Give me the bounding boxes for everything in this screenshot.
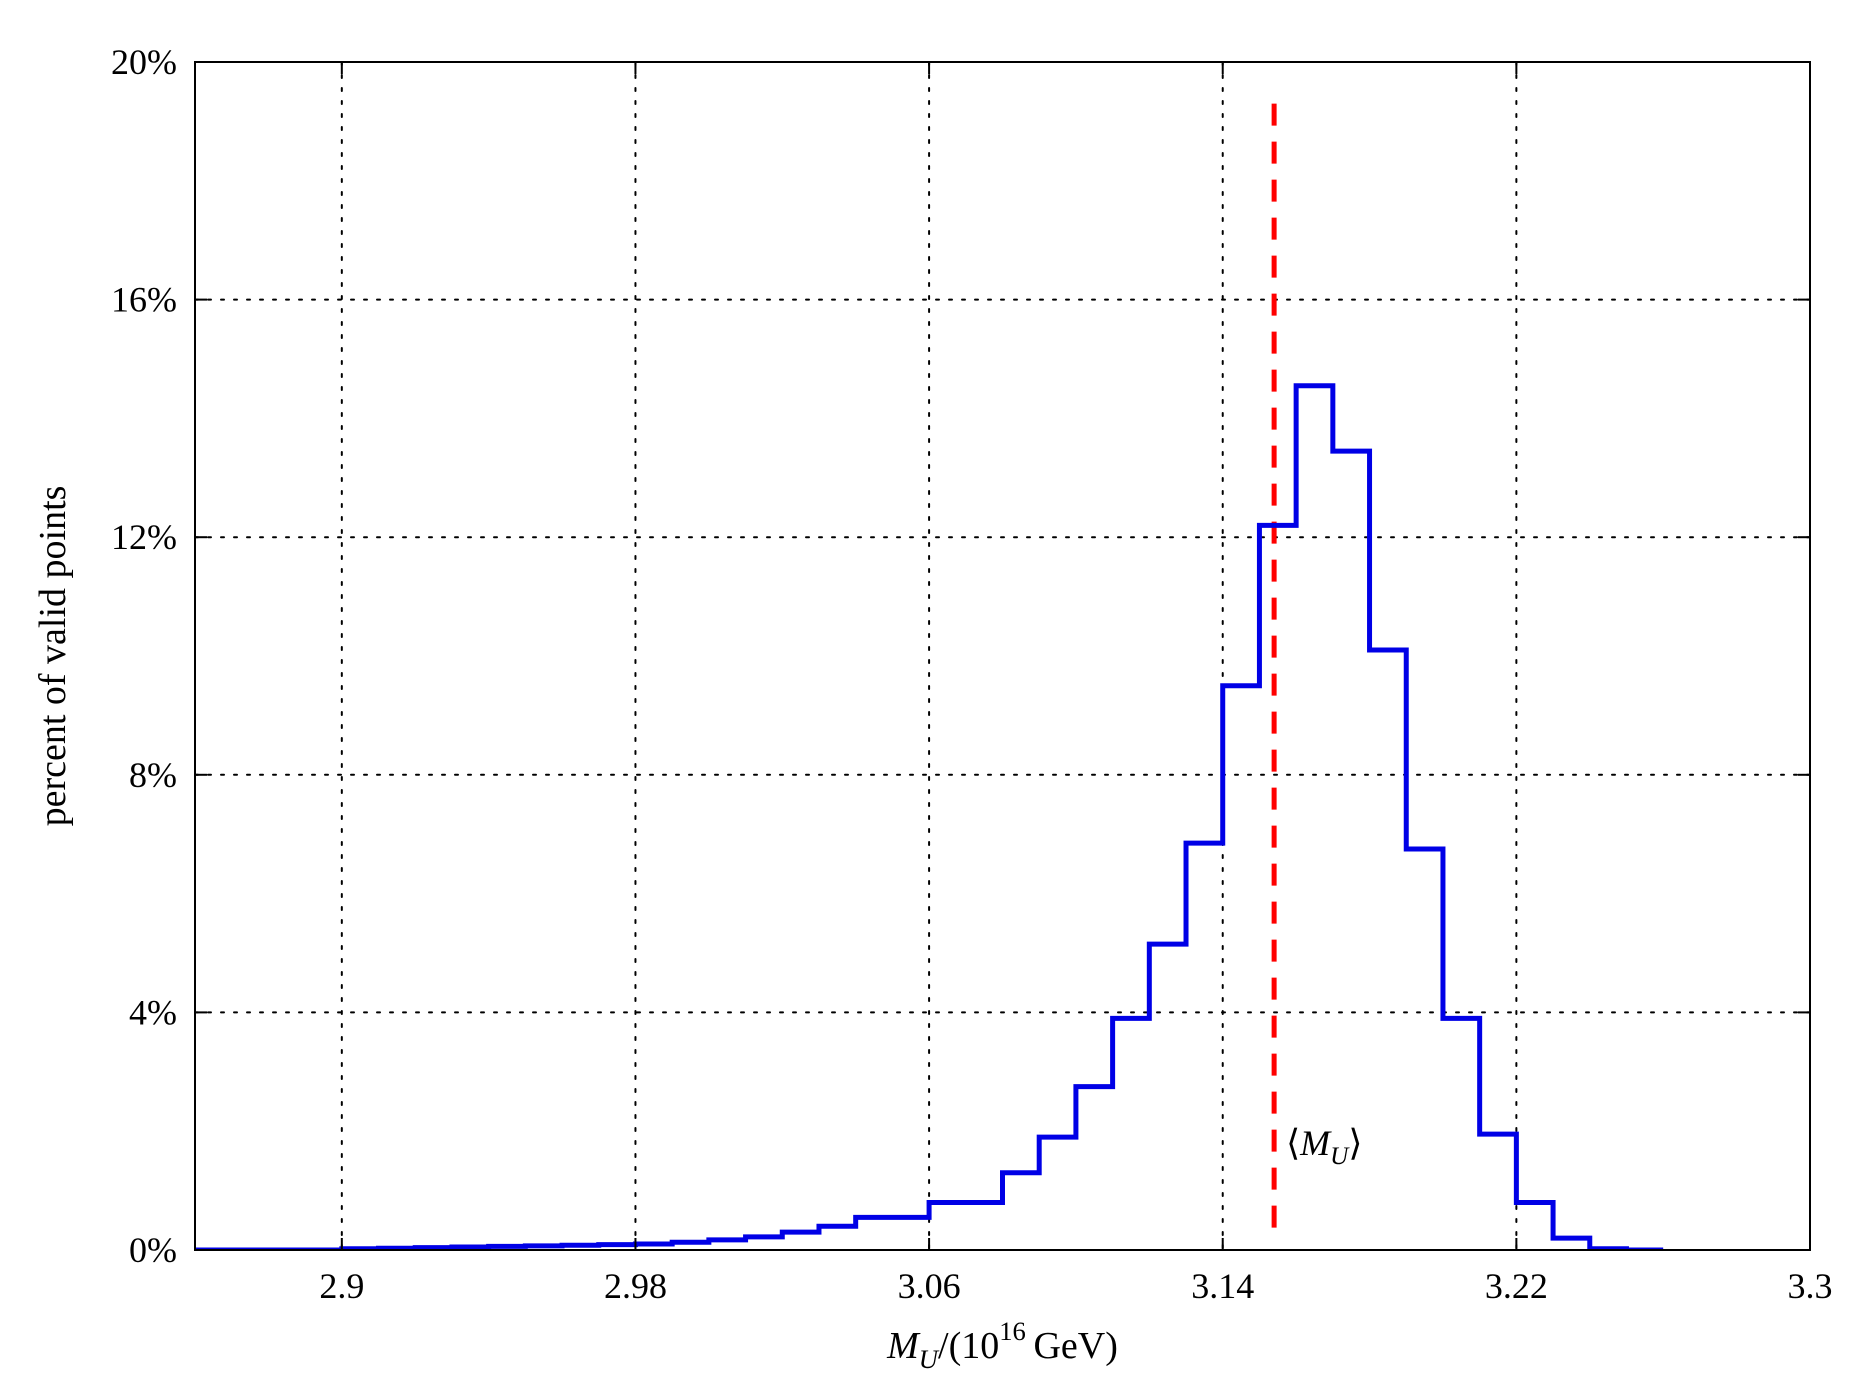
y-axis-label: percent of valid points <box>32 486 74 827</box>
x-tick-label: 3.06 <box>898 1266 961 1306</box>
x-tick-label: 2.98 <box>604 1266 667 1306</box>
x-tick-label: 3.3 <box>1788 1266 1833 1306</box>
x-tick-label: 3.22 <box>1485 1266 1548 1306</box>
y-tick-label: 4% <box>129 992 177 1032</box>
x-tick-label: 3.14 <box>1191 1266 1254 1306</box>
histogram-chart: 2.9 2.98 3.06 3.14 3.22 3.3 0% 4% 8% 12% 16% 20% per… <box>0 0 1853 1398</box>
chart-background <box>0 0 1853 1398</box>
y-tick-label: 0% <box>129 1230 177 1270</box>
y-tick-label: 8% <box>129 755 177 795</box>
mean-line-label: ⟨MU⟩ <box>1286 1123 1362 1170</box>
x-tick-label: 2.9 <box>319 1266 364 1306</box>
chart-container: 2.9 2.98 3.06 3.14 3.22 3.3 0% 4% 8% 12% 16% 20% per… <box>0 0 1853 1398</box>
y-tick-label: 16% <box>111 280 177 320</box>
y-tick-label: 12% <box>111 517 177 557</box>
y-tick-label: 20% <box>111 42 177 82</box>
